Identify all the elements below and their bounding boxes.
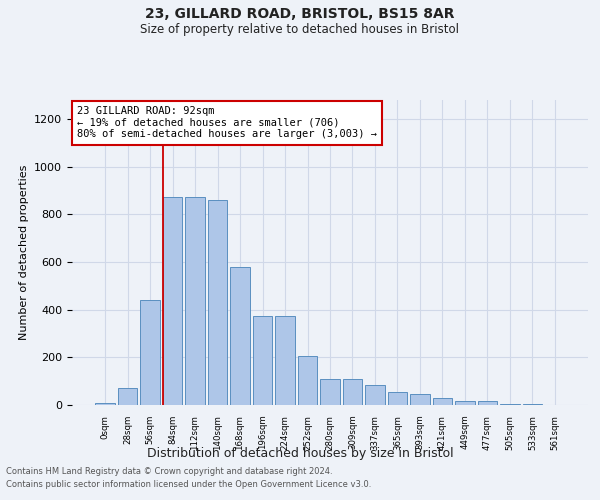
Bar — [365, 384, 385, 405]
Bar — [275, 316, 295, 405]
Bar — [343, 379, 362, 405]
Bar — [140, 300, 160, 405]
Text: Contains public sector information licensed under the Open Government Licence v3: Contains public sector information licen… — [6, 480, 371, 489]
Bar — [455, 402, 475, 405]
Bar — [388, 392, 407, 405]
Text: Distribution of detached houses by size in Bristol: Distribution of detached houses by size … — [146, 448, 454, 460]
Text: 23, GILLARD ROAD, BRISTOL, BS15 8AR: 23, GILLARD ROAD, BRISTOL, BS15 8AR — [145, 8, 455, 22]
Text: Size of property relative to detached houses in Bristol: Size of property relative to detached ho… — [140, 22, 460, 36]
Text: 23 GILLARD ROAD: 92sqm
← 19% of detached houses are smaller (706)
80% of semi-de: 23 GILLARD ROAD: 92sqm ← 19% of detached… — [77, 106, 377, 140]
Bar — [118, 388, 137, 405]
Bar — [95, 402, 115, 405]
Bar — [320, 379, 340, 405]
Bar — [410, 394, 430, 405]
Bar — [253, 316, 272, 405]
Bar — [500, 404, 520, 405]
Bar — [433, 398, 452, 405]
Text: Contains HM Land Registry data © Crown copyright and database right 2024.: Contains HM Land Registry data © Crown c… — [6, 467, 332, 476]
Bar — [298, 356, 317, 405]
Y-axis label: Number of detached properties: Number of detached properties — [19, 165, 29, 340]
Bar — [208, 200, 227, 405]
Bar — [185, 196, 205, 405]
Bar — [163, 196, 182, 405]
Bar — [230, 267, 250, 405]
Bar — [478, 402, 497, 405]
Bar — [523, 404, 542, 405]
